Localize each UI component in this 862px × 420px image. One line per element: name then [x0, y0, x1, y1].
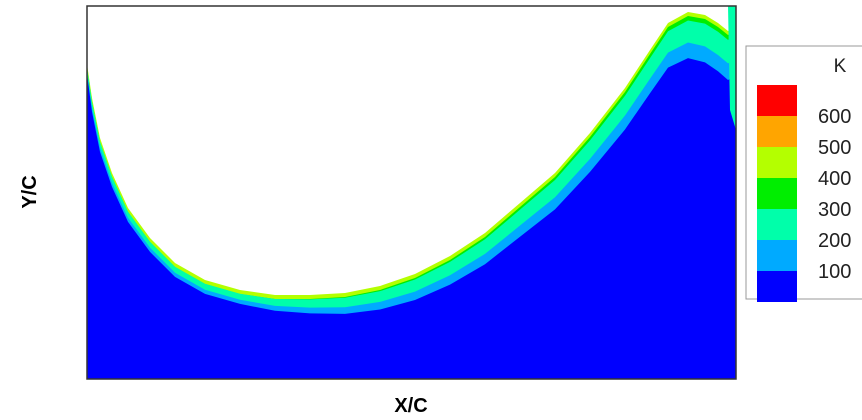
legend-label-100: 100	[818, 261, 851, 283]
legend-swatch-1	[757, 85, 797, 116]
x-axis-title: X/C	[394, 395, 427, 417]
legend-label-600: 600	[818, 106, 851, 128]
plot-area	[87, 6, 736, 379]
contour-bands	[87, 6, 736, 379]
legend-swatch-2	[757, 116, 797, 147]
contour-band-5	[87, 58, 736, 379]
legend-swatch-5	[757, 209, 797, 240]
legend-title: K	[834, 56, 847, 77]
legend-swatch-6	[757, 240, 797, 271]
legend-label-200: 200	[818, 230, 851, 252]
y-axis-title: Y/C	[19, 175, 41, 208]
legend-label-300: 300	[818, 199, 851, 221]
legend-label-400: 400	[818, 168, 851, 190]
legend-swatches	[757, 85, 797, 302]
legend-swatch-4	[757, 178, 797, 209]
legend-label-500: 500	[818, 137, 851, 159]
legend-swatch-3	[757, 147, 797, 178]
contour-band-edge	[728, 6, 736, 130]
legend: K 600 500 400 300 200 100	[745, 45, 862, 302]
plot-frame	[86, 5, 737, 380]
legend-swatch-7	[757, 271, 797, 302]
legend-labels: 600 500 400 300 200 100	[818, 106, 851, 283]
